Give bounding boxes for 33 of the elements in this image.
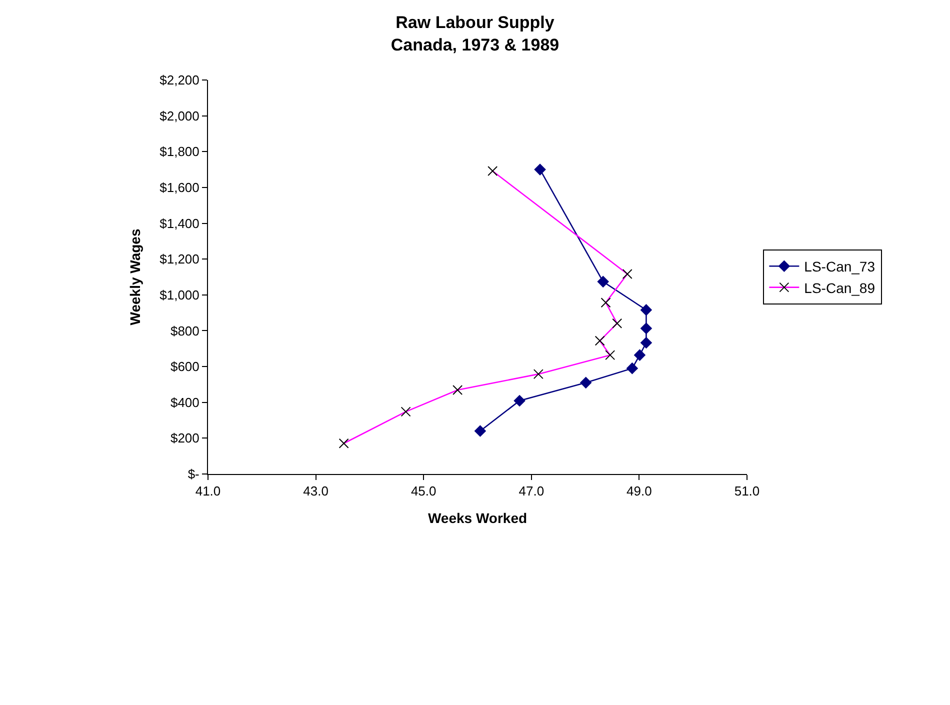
x-tick-label: 43.0 xyxy=(303,484,328,499)
point xyxy=(640,304,652,316)
x-tick-label: 41.0 xyxy=(195,484,221,499)
y-tick-label: $1,400 xyxy=(160,216,200,231)
point xyxy=(580,376,592,388)
y-tick-label: $2,000 xyxy=(160,108,200,124)
y-tick-label: $1,600 xyxy=(160,180,200,195)
point xyxy=(626,362,638,374)
x-tick-label: 45.0 xyxy=(410,484,436,499)
point xyxy=(534,164,546,176)
chart-title: Raw Labour Supply Canada, 1973 & 1989 xyxy=(390,13,560,54)
x-tick-label: 47.0 xyxy=(518,484,544,499)
x-tick-label: 51.0 xyxy=(734,484,760,499)
point xyxy=(640,337,652,348)
y-tick-label: $1,000 xyxy=(160,287,200,302)
y-tick-label: $- xyxy=(188,466,200,482)
y-tick-label: $1,200 xyxy=(160,252,200,267)
y-tick-label: $800 xyxy=(170,323,200,338)
point xyxy=(474,425,486,437)
y-tick-label: $2,200 xyxy=(160,72,200,88)
legend-label: LS-Can_73 xyxy=(804,258,876,275)
y-tick-label: $1,800 xyxy=(160,144,200,160)
y-tick-label: $400 xyxy=(170,394,200,410)
point xyxy=(597,276,609,288)
x-axis-title: Weeks Worked xyxy=(428,510,528,526)
point xyxy=(640,322,652,334)
y-tick-label: $200 xyxy=(170,430,200,446)
x-tick-label: 49.0 xyxy=(626,484,652,499)
y-axis-title: Weekly Wages xyxy=(127,228,144,326)
y-tick-label: $600 xyxy=(170,359,200,374)
point xyxy=(634,349,646,361)
legend-label: LS-Can_89 xyxy=(804,280,876,296)
point xyxy=(514,395,526,406)
